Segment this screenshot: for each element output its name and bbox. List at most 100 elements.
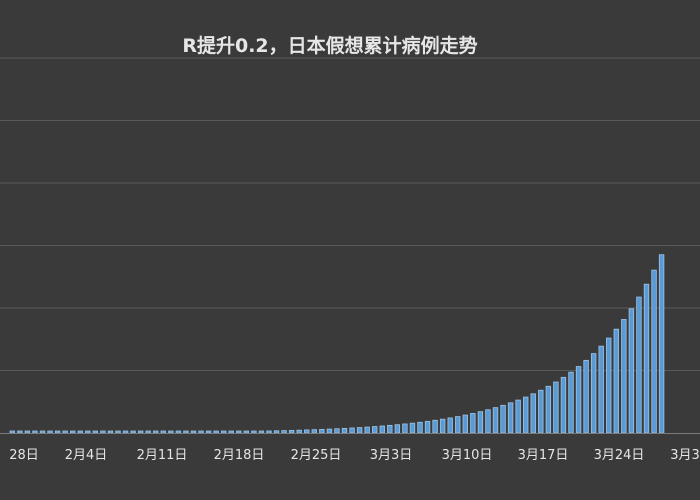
bar [523, 396, 529, 434]
x-tick-label: 3月3日 [370, 448, 413, 463]
bar [107, 430, 114, 434]
bar [228, 430, 234, 434]
bar [311, 429, 317, 434]
bar [145, 430, 151, 434]
bar [32, 430, 38, 434]
chart-title: R提升0.2，日本假想累计病例走势 [182, 34, 477, 57]
bar [190, 430, 197, 434]
x-tick-label: 2月25日 [291, 448, 342, 463]
x-tick-label: 2月4日 [65, 448, 108, 463]
bar [417, 421, 423, 434]
bar [643, 283, 650, 434]
bar [658, 254, 665, 434]
bar [621, 319, 627, 434]
bar [455, 416, 461, 434]
bar [273, 430, 280, 434]
bar [477, 411, 484, 434]
x-tick-label: 3月17日 [518, 448, 569, 463]
bar [266, 430, 272, 434]
bar [288, 429, 295, 434]
bar [9, 430, 15, 434]
bar [334, 428, 340, 434]
bar [500, 404, 506, 434]
bar [153, 430, 159, 434]
bar [85, 430, 91, 434]
bar [583, 359, 589, 434]
bar [651, 269, 657, 434]
bar [341, 427, 348, 434]
bar [409, 422, 416, 434]
bar [54, 430, 61, 434]
bar [137, 430, 144, 434]
bar [115, 430, 121, 434]
bar [130, 430, 136, 434]
bar [62, 430, 68, 434]
bar [213, 430, 219, 434]
bar [304, 429, 310, 434]
bar [319, 428, 325, 434]
bar [575, 366, 582, 434]
bar [160, 430, 166, 434]
bar [198, 430, 204, 434]
bar [326, 428, 333, 434]
bar [530, 393, 536, 434]
bar [507, 402, 514, 434]
bar [379, 425, 385, 434]
bar [364, 426, 370, 434]
x-tick-label: 3月3 [670, 448, 700, 463]
bar [183, 430, 189, 434]
bar [462, 414, 468, 434]
bar [424, 420, 431, 434]
bar [251, 430, 257, 434]
bar [236, 430, 242, 434]
bar [205, 430, 212, 434]
bar [258, 430, 265, 434]
x-tick-label: 3月24日 [594, 448, 645, 463]
bar [590, 353, 597, 434]
bar [296, 429, 302, 434]
bar [92, 430, 99, 434]
bar [560, 376, 567, 434]
bar [220, 430, 227, 434]
bar [439, 418, 446, 434]
bar [613, 328, 619, 434]
bar [470, 413, 476, 434]
bar [485, 409, 491, 434]
bar [47, 430, 53, 434]
x-tick-label: 2月11日 [137, 448, 188, 463]
bar [175, 430, 182, 434]
bar [100, 430, 106, 434]
x-tick-label: 2月18日 [214, 448, 265, 463]
bar [349, 427, 355, 434]
bar [628, 308, 635, 434]
bar [281, 430, 287, 434]
bar [387, 424, 393, 434]
bar [606, 337, 612, 434]
bar [447, 417, 453, 434]
bar [17, 430, 23, 434]
x-tick-label: 28日 [9, 448, 39, 463]
bar [598, 345, 604, 434]
bar [39, 430, 46, 434]
bar [24, 430, 31, 434]
bars [9, 254, 665, 434]
bar [432, 419, 438, 434]
bar [371, 426, 378, 434]
x-tick-label: 3月10日 [442, 448, 493, 463]
gridlines [0, 57, 700, 371]
bar [122, 430, 129, 434]
bar [77, 430, 83, 434]
x-tick-labels: 28日 2月4日 2月11日 2月18日 2月25日 3月3日 3月10日 3月17日 3月24… [9, 448, 700, 463]
bar [515, 399, 521, 434]
bar [553, 381, 559, 434]
bar [402, 423, 408, 434]
bar [356, 427, 363, 434]
bar [168, 430, 174, 434]
bar [492, 407, 499, 434]
bar [243, 430, 250, 434]
bar [538, 389, 544, 434]
bar [636, 296, 642, 434]
